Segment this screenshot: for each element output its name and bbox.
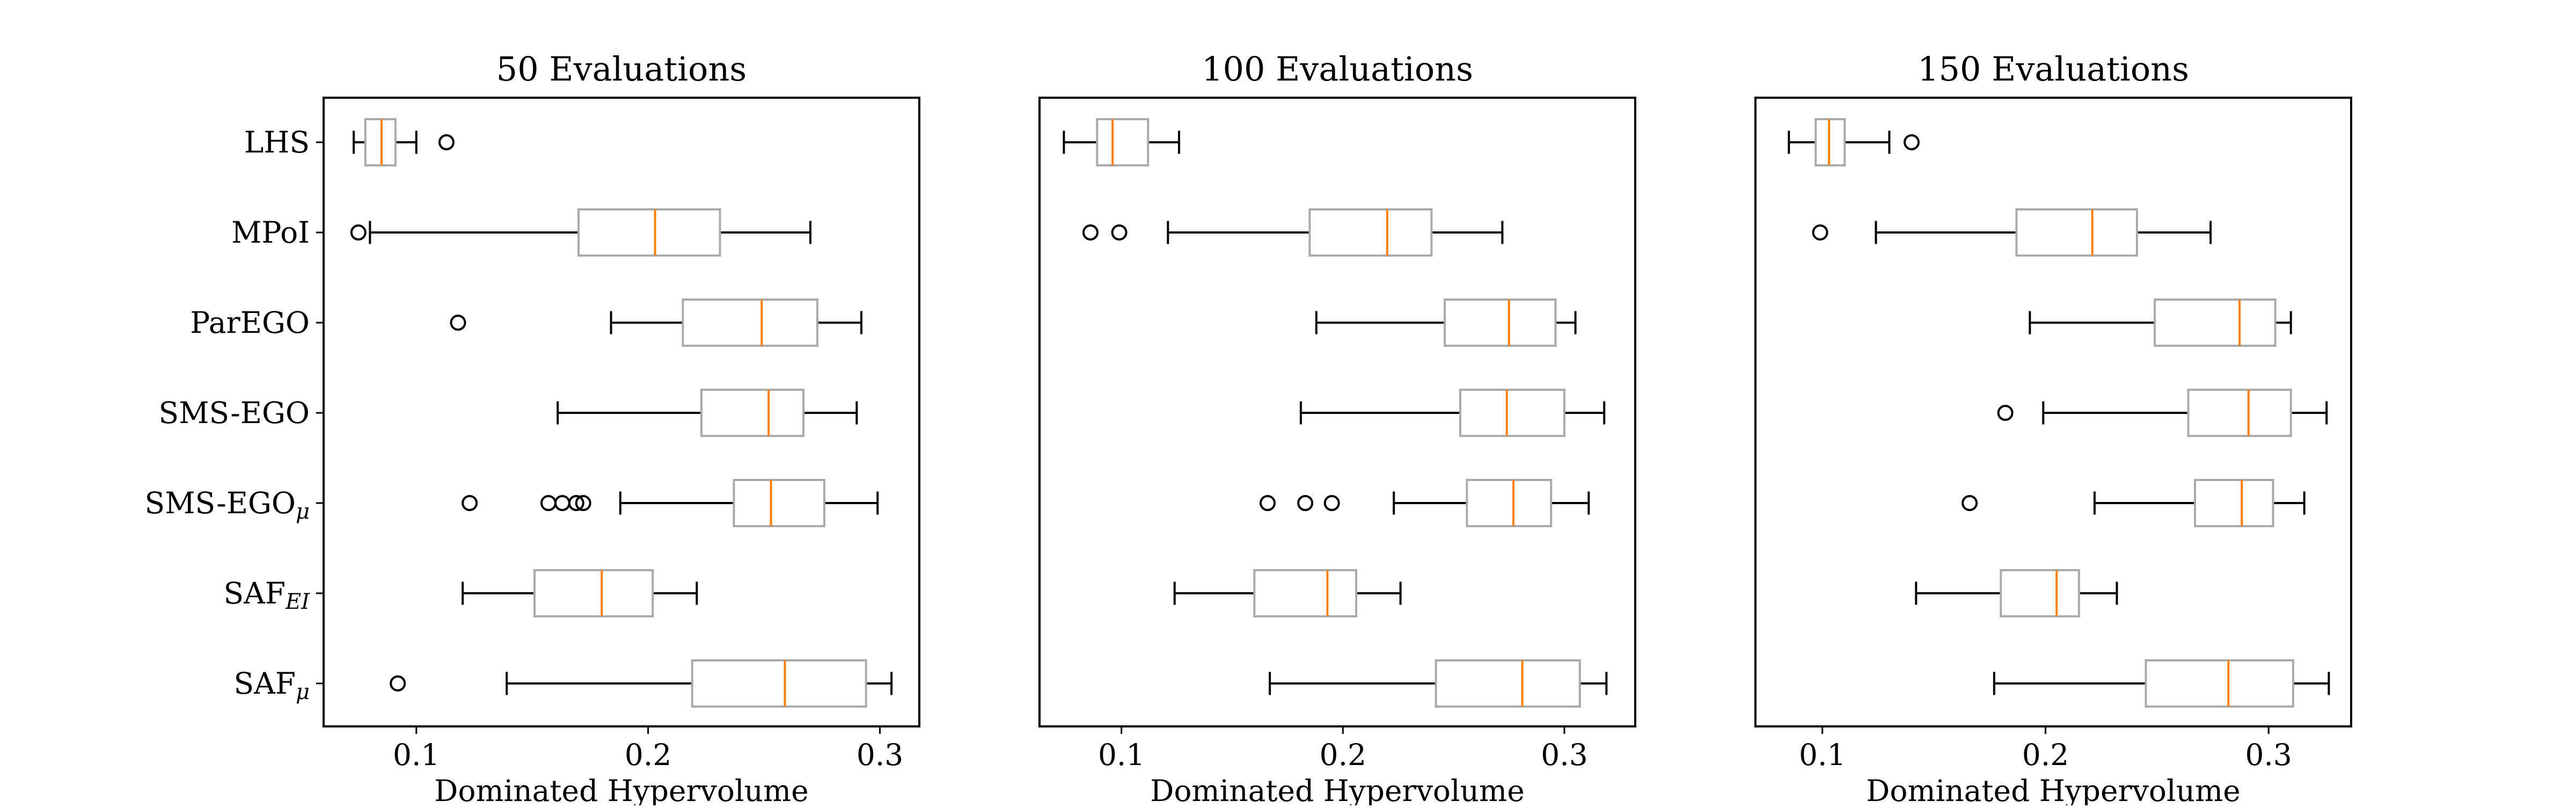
category-label-mpoi: MPoI xyxy=(231,215,310,250)
category-label-saf-: SAFμ xyxy=(233,666,310,704)
flier-sms-ego--3 xyxy=(568,495,584,511)
box-safei xyxy=(2000,569,2080,617)
flier-sms-ego--0 xyxy=(462,495,478,511)
flier-sms-ego-0 xyxy=(1997,405,2014,421)
box-mpoi xyxy=(577,208,721,257)
panel-frame-3 xyxy=(1754,97,2352,727)
flier-sms-ego--0 xyxy=(1962,495,1978,511)
box-safei xyxy=(533,569,654,617)
x-tick-label-2-0: 0.1 xyxy=(1098,738,1145,772)
box-sms-ego- xyxy=(1466,479,1553,527)
box-safei xyxy=(1253,569,1358,617)
box-saf- xyxy=(2145,659,2294,708)
box-parego xyxy=(2154,299,2277,347)
box-parego xyxy=(682,299,818,347)
box-parego xyxy=(1444,299,1557,347)
category-label-parego: ParEGO xyxy=(190,305,310,340)
x-tick-label-1-2: 0.3 xyxy=(857,738,903,772)
box-sms-ego xyxy=(1459,389,1565,437)
box-lhs xyxy=(1096,118,1150,166)
flier-mpoi-0 xyxy=(350,224,367,241)
flier-sms-ego--2 xyxy=(554,495,570,511)
box-sms-ego xyxy=(2187,389,2292,437)
flier-sms-ego--1 xyxy=(1297,495,1314,511)
box-lhs xyxy=(364,118,397,166)
flier-sms-ego--1 xyxy=(540,495,557,511)
box-mpoi xyxy=(2015,208,2138,257)
x-tick-label-1-0: 0.1 xyxy=(393,738,440,772)
x-tick-label-3-2: 0.3 xyxy=(2245,738,2292,772)
category-label-sms-ego-: SMS-EGOμ xyxy=(145,486,310,524)
x-axis-label-3: Dominated Hypervolume xyxy=(1866,774,2241,805)
flier-parego-0 xyxy=(450,315,466,331)
panel-frame-2 xyxy=(1038,97,1636,727)
box-lhs xyxy=(1814,118,1846,166)
category-label-lhs: LHS xyxy=(244,125,310,159)
x-tick-label-1-1: 0.2 xyxy=(625,738,671,772)
panel-title-2: 100 Evaluations xyxy=(1202,49,1473,89)
flier-saf--0 xyxy=(390,675,406,691)
flier-mpoi-1 xyxy=(1111,224,1128,241)
category-label-safei: SAFEI xyxy=(223,576,310,614)
box-saf- xyxy=(691,659,867,708)
flier-sms-ego--2 xyxy=(1323,495,1340,511)
box-sms-ego xyxy=(700,389,805,437)
flier-mpoi-0 xyxy=(1082,224,1099,241)
flier-sms-ego--4 xyxy=(575,495,591,511)
x-tick-label-3-0: 0.1 xyxy=(1799,738,1846,772)
x-tick-label-2-1: 0.2 xyxy=(1320,738,1366,772)
box-saf- xyxy=(1435,659,1581,708)
flier-sms-ego--0 xyxy=(1260,495,1276,511)
box-sms-ego- xyxy=(733,479,825,527)
x-tick-label-3-1: 0.2 xyxy=(2022,738,2069,772)
x-tick-label-2-2: 0.3 xyxy=(1541,738,1587,772)
category-label-sms-ego: SMS-EGO xyxy=(159,396,310,430)
box-mpoi xyxy=(1308,208,1433,257)
x-axis-label-1: Dominated Hypervolume xyxy=(434,774,809,805)
x-axis-label-2: Dominated Hypervolume xyxy=(1150,774,1525,805)
panel-title-1: 50 Evaluations xyxy=(496,49,747,89)
box-sms-ego- xyxy=(2193,479,2274,527)
flier-mpoi-0 xyxy=(1812,224,1828,241)
flier-lhs-0 xyxy=(1904,134,1920,150)
panel-title-3: 150 Evaluations xyxy=(1918,49,2189,89)
flier-lhs-0 xyxy=(438,134,455,150)
